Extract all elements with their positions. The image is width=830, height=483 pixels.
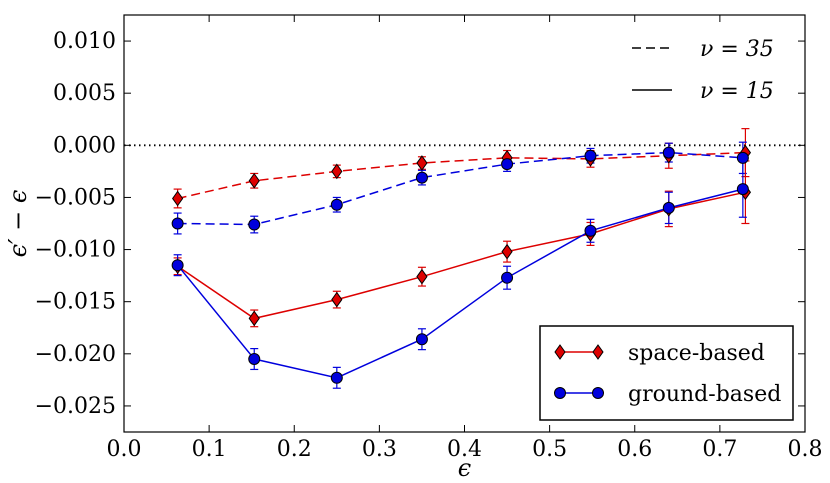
x-tick-label: 0.2 (277, 437, 312, 462)
y-tick-label: −0.015 (35, 290, 116, 315)
series-3-point (330, 371, 343, 384)
series-0-line (177, 151, 746, 200)
marker-legend-symbol-1 (592, 387, 604, 399)
y-tick-label: −0.010 (35, 238, 116, 263)
y-tick-label: 0.005 (53, 81, 116, 106)
y-axis-label: ϵ′ − ϵ (4, 190, 32, 258)
series-0-point (172, 190, 184, 207)
series-2-point (248, 310, 260, 327)
series-2-line (177, 191, 746, 320)
series-0-point (248, 172, 260, 189)
x-tick-label: 0.0 (107, 437, 142, 462)
marker-legend-label-0: space-based (628, 341, 765, 366)
series-3-point (415, 333, 428, 346)
x-axis-label: ϵ (458, 454, 471, 482)
series-3-point (584, 224, 597, 237)
marker-legend-symbol-1 (554, 387, 566, 399)
y-tick-label: 0.000 (53, 133, 116, 158)
style-legend-label-solid: ν = 15 (700, 79, 774, 104)
series-3-point (248, 353, 261, 366)
series-1-point (501, 158, 514, 171)
x-tick-label: 0.4 (447, 437, 482, 462)
x-tick-label: 0.7 (702, 437, 737, 462)
marker-legend-box (539, 325, 794, 421)
series-3-point (171, 259, 184, 272)
series-1-point (330, 198, 343, 211)
y-tick-label: 0.010 (53, 29, 116, 54)
series-3-point (736, 183, 749, 196)
series-0-point (331, 163, 343, 180)
series-1-point (415, 171, 428, 184)
y-tick-label: −0.025 (35, 394, 116, 419)
x-tick-label: 0.3 (362, 437, 397, 462)
y-tick-label: −0.005 (35, 185, 116, 210)
series-1-line (177, 151, 743, 226)
style-legend-label-dashed: ν = 35 (700, 37, 774, 62)
x-tick-label: 0.8 (788, 437, 823, 462)
x-tick-label: 0.1 (192, 437, 227, 462)
series-1-point (248, 218, 261, 231)
marker-legend-symbol-0 (554, 344, 566, 360)
x-tick-label: 0.6 (617, 437, 652, 462)
series-1-point (584, 149, 597, 162)
marker-legend-label-1: ground-based (628, 382, 781, 407)
series-2-point (416, 268, 428, 285)
series-3-point (501, 271, 514, 284)
series-1-point (171, 217, 184, 230)
series-2-point (331, 291, 343, 308)
marker-legend-symbol-0 (592, 344, 604, 360)
series-2-point (501, 243, 513, 260)
y-tick-label: −0.020 (35, 342, 116, 367)
series-3-line (177, 188, 744, 379)
series-1-point (662, 146, 675, 159)
series-3-point (662, 201, 675, 214)
x-tick-label: 0.5 (532, 437, 567, 462)
series-1-point (736, 151, 749, 164)
series-0-point (416, 155, 428, 171)
